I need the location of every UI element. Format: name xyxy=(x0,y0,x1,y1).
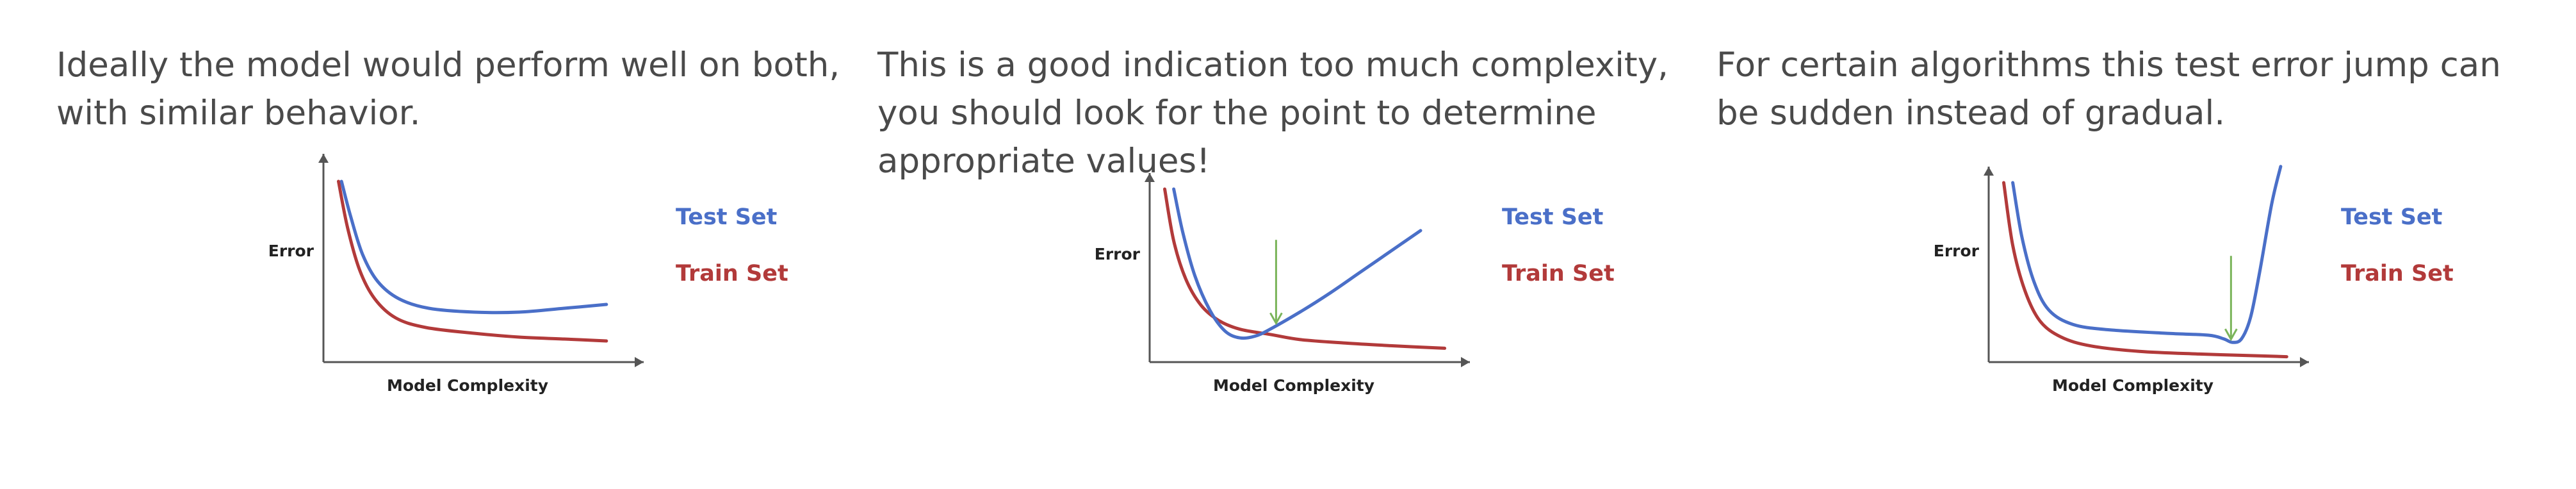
optimal-point-arrowhead xyxy=(1269,312,1283,326)
optimal-point-arrowhead xyxy=(2224,328,2238,342)
legend-test-set: Test Set xyxy=(676,204,777,230)
panel-caption: For certain algorithms this test error j… xyxy=(1716,46,2501,133)
x-axis-arrow xyxy=(635,357,644,367)
y-axis-arrow xyxy=(1145,173,1155,182)
test-set-line xyxy=(339,179,608,315)
panel-caption: Ideally the model would perform well on … xyxy=(56,46,840,133)
legend-train-set: Train Set xyxy=(676,261,788,286)
train-set-line xyxy=(337,179,608,343)
train-set-line xyxy=(2002,181,2288,359)
test-set-line xyxy=(1172,187,1423,340)
y-axis-arrow xyxy=(318,154,329,163)
error-complexity-chart: Model Complexity Error Test Set Train Set xyxy=(1934,165,2454,395)
legend-train-set: Train Set xyxy=(1502,261,1615,286)
panel-ideal: Ideally the model would perform well on … xyxy=(0,0,877,489)
legend-train-set: Train Set xyxy=(2341,261,2454,286)
y-axis-arrow xyxy=(1984,167,1994,176)
train-set-line xyxy=(1163,187,1447,350)
y-axis-label: Error xyxy=(268,242,314,260)
error-complexity-chart: Model Complexity Error Test Set Train Set xyxy=(1095,173,1615,395)
y-axis-label: Error xyxy=(1934,242,1980,260)
x-axis-label: Model Complexity xyxy=(1213,376,1374,395)
error-complexity-chart: Model Complexity Error Test Set Train Set xyxy=(268,154,788,395)
x-axis-label: Model Complexity xyxy=(387,376,548,395)
legend-test-set: Test Set xyxy=(2341,204,2442,230)
x-axis-arrow xyxy=(2300,357,2309,367)
x-axis-arrow xyxy=(1461,357,1470,367)
panel-overfit-sudden: For certain algorithms this test error j… xyxy=(1672,0,2549,489)
panel-caption: This is a good indication too much compl… xyxy=(877,46,1668,181)
panel-overfit-gradual: This is a good indication too much compl… xyxy=(826,0,1704,489)
x-axis-label: Model Complexity xyxy=(2052,376,2213,395)
y-axis-label: Error xyxy=(1095,245,1141,263)
legend-test-set: Test Set xyxy=(1502,204,1603,230)
test-set-line xyxy=(2011,165,2283,344)
